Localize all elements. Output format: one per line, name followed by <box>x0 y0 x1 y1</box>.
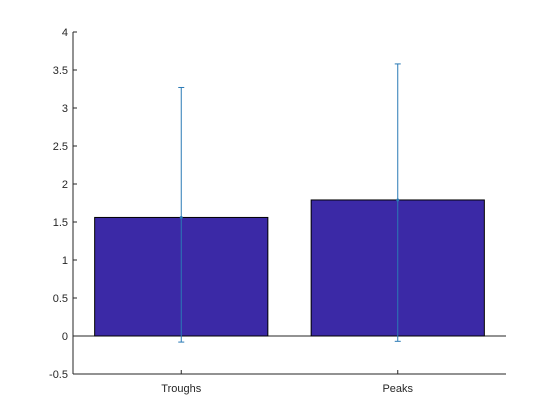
y-tick-label: 2 <box>62 179 68 191</box>
axes-group <box>72 32 506 375</box>
y-tick-label: 0 <box>62 331 68 343</box>
y-tick-label: 3.5 <box>53 65 68 77</box>
y-tick-label: 1 <box>62 255 68 267</box>
error-bar-peaks <box>394 63 401 342</box>
y-ticks-group: -0.5 0 0.5 1 1.5 2 2.5 3 3.5 4 <box>49 27 77 381</box>
y-tick-label: 1.5 <box>53 217 68 229</box>
y-tick-label: 0.5 <box>53 293 68 305</box>
y-tick-label: 3 <box>62 103 68 115</box>
x-ticks-group: Troughs Peaks <box>161 370 414 395</box>
y-tick-label: -0.5 <box>49 369 68 381</box>
error-bar-troughs <box>178 86 185 343</box>
x-tick-label-troughs: Troughs <box>161 383 201 395</box>
y-tick-label: 4 <box>62 27 68 39</box>
bars-group <box>94 199 485 337</box>
x-tick-label-peaks: Peaks <box>382 383 413 395</box>
error-bars-group <box>178 63 401 343</box>
y-tick-label: 2.5 <box>53 141 68 153</box>
